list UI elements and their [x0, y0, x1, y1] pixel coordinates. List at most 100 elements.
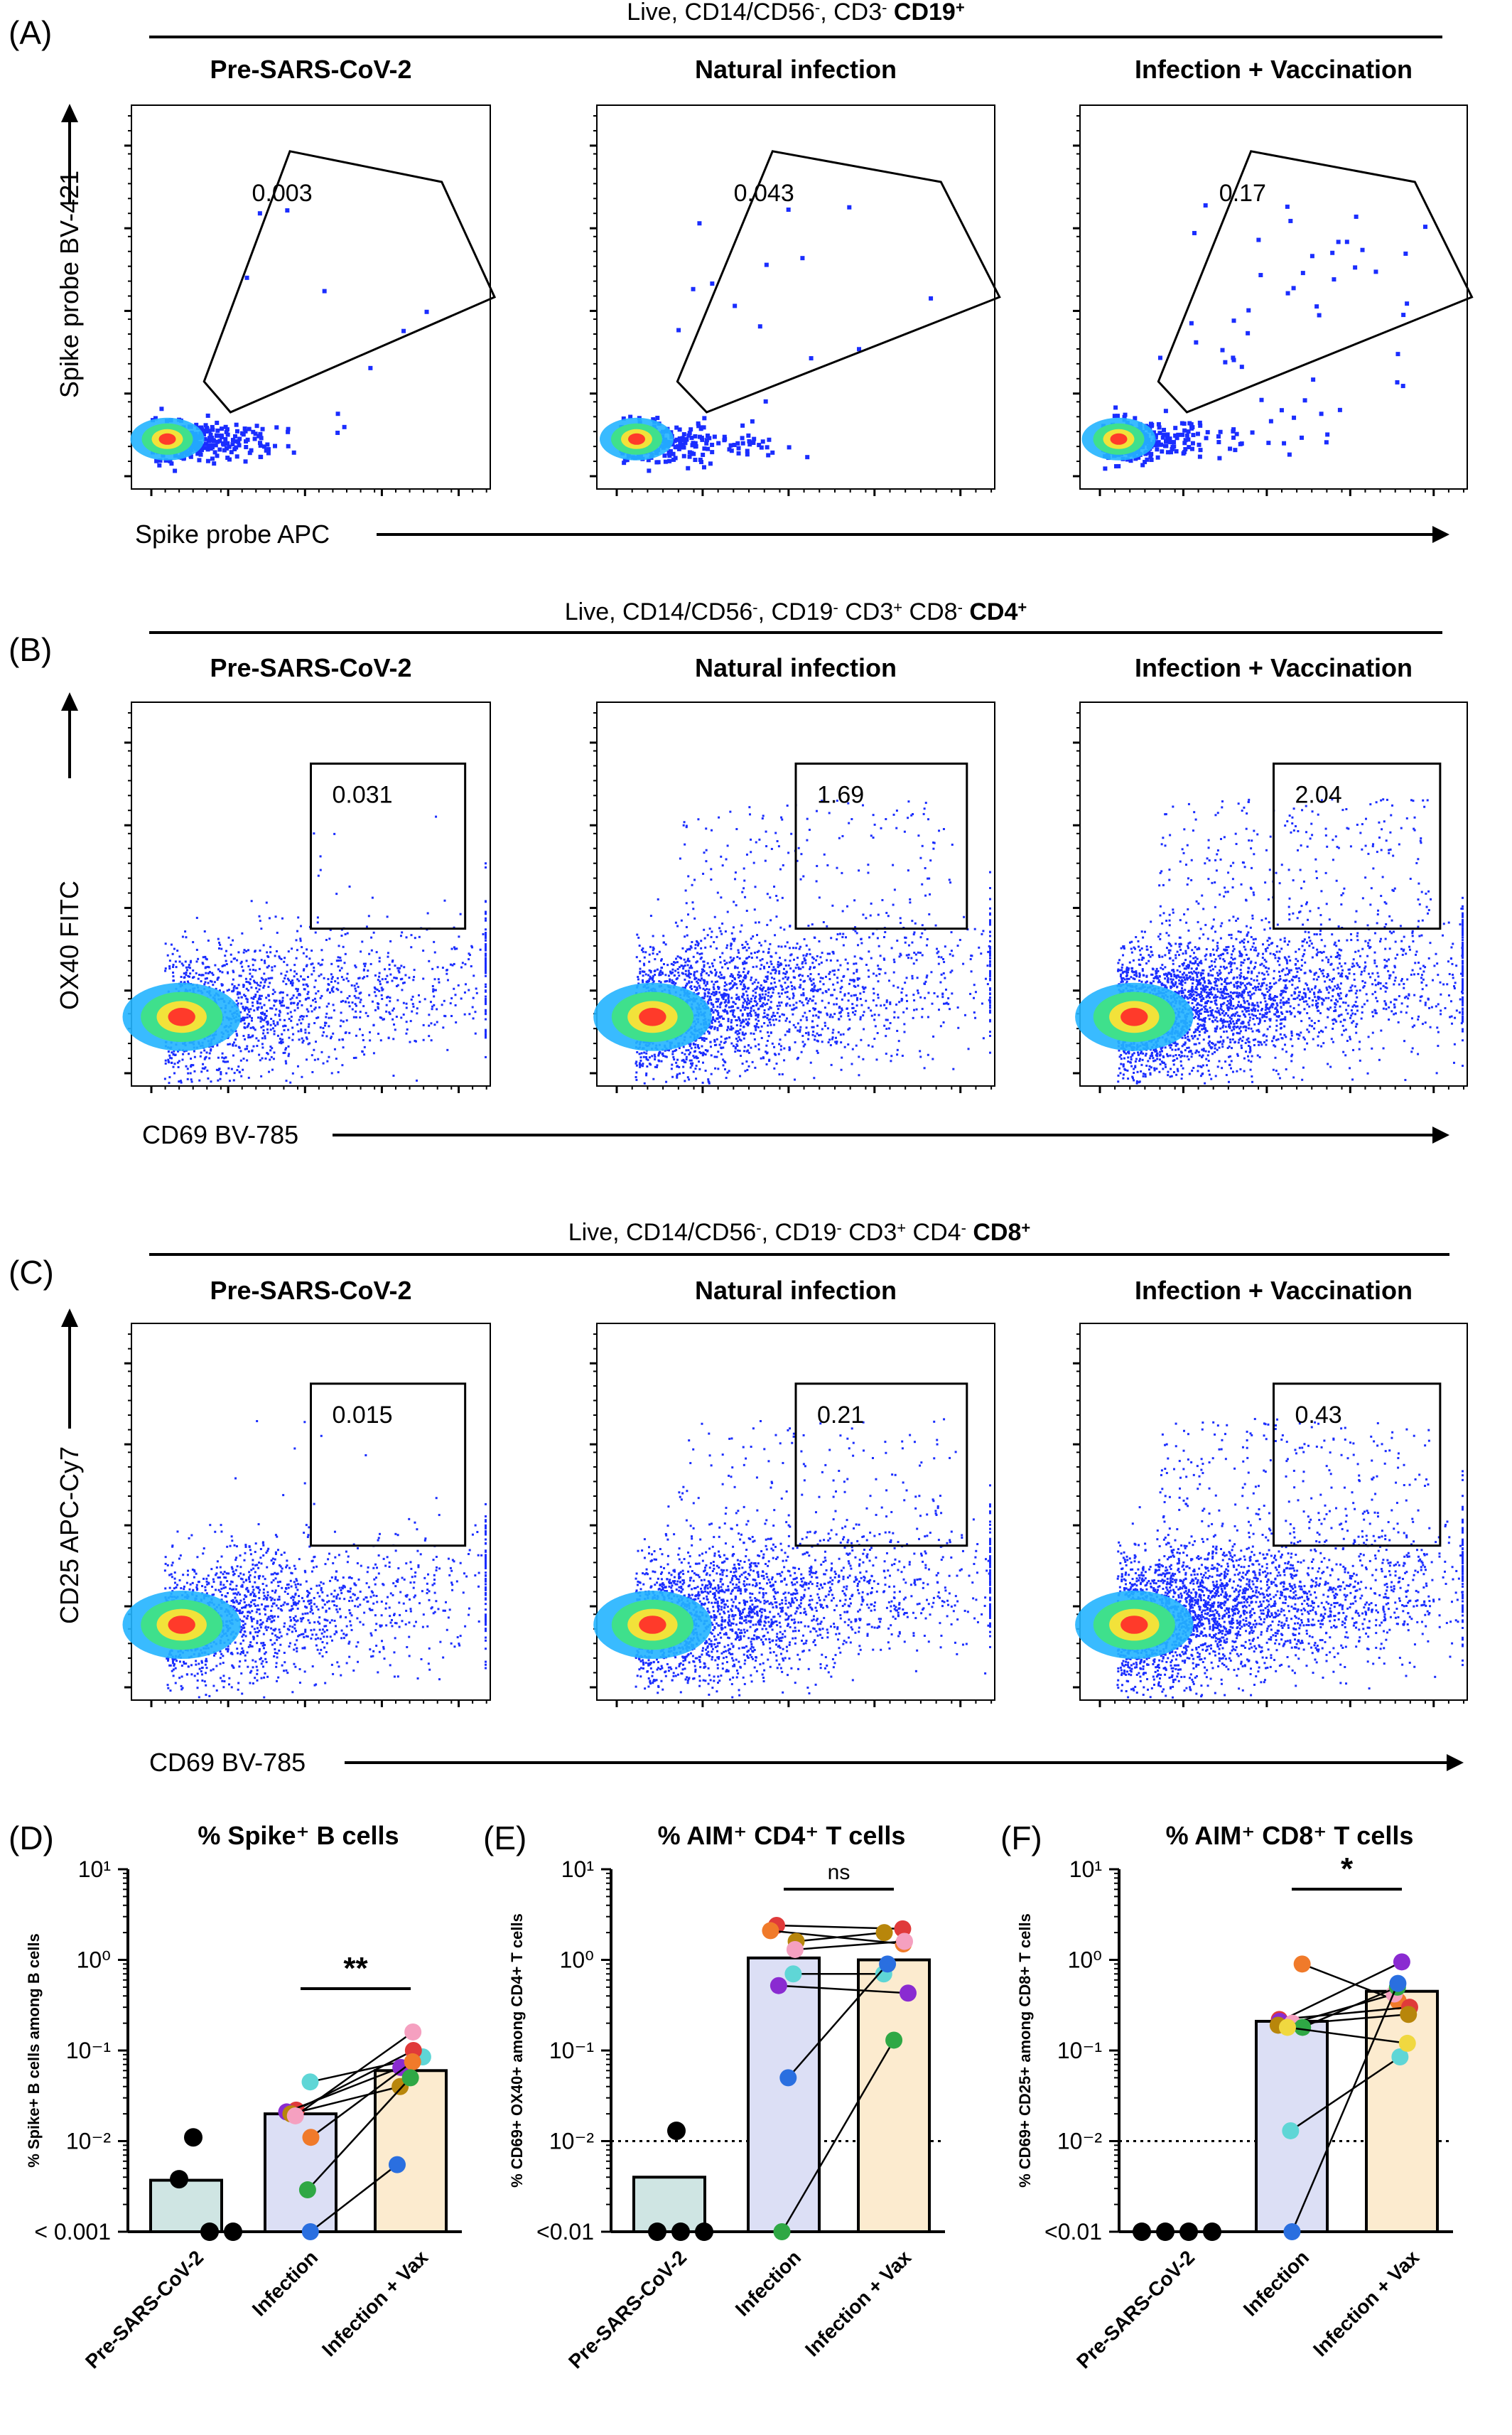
event-dot — [308, 1023, 310, 1026]
event-dot — [831, 1016, 834, 1018]
event-dot — [1195, 431, 1200, 436]
event-dot — [699, 957, 702, 960]
event-dot — [693, 971, 696, 974]
event-dot — [364, 1011, 367, 1014]
event-dot — [204, 981, 207, 984]
event-dot — [739, 930, 742, 933]
event-dot — [885, 1001, 888, 1004]
event-dot — [232, 987, 235, 989]
event-dot — [219, 1077, 222, 1080]
event-dot — [989, 871, 991, 874]
event-dot — [696, 1057, 698, 1060]
event-dot — [410, 946, 413, 949]
event-dot — [841, 935, 844, 938]
event-dot — [401, 931, 404, 934]
event-dot — [738, 996, 740, 999]
event-dot — [261, 444, 266, 449]
event-dot — [260, 928, 263, 930]
event-dot — [296, 949, 298, 952]
event-dot — [216, 433, 221, 438]
event-dot — [254, 969, 257, 972]
event-dot — [463, 991, 466, 994]
event-dot — [266, 447, 271, 452]
event-dot — [351, 1001, 354, 1004]
event-dot — [757, 1043, 760, 1046]
event-dot — [353, 984, 356, 987]
event-dot — [405, 1021, 408, 1023]
event-dot — [227, 1043, 230, 1046]
event-dot — [708, 1082, 711, 1085]
event-dot — [306, 1008, 308, 1011]
event-dot — [643, 1082, 646, 1085]
event-dot — [303, 988, 306, 991]
event-dot — [896, 1053, 899, 1056]
event-dot — [848, 1018, 851, 1021]
event-dot — [794, 977, 796, 979]
event-dot — [754, 1045, 757, 1048]
event-dot — [217, 439, 222, 444]
event-dot — [716, 1017, 719, 1020]
event-dot — [261, 1011, 264, 1014]
event-dot — [246, 1016, 249, 1019]
event-dot — [180, 981, 183, 984]
event-dot — [826, 959, 828, 962]
event-dot — [698, 1050, 701, 1053]
event-dot — [443, 999, 446, 1002]
event-dot — [725, 989, 728, 991]
event-dot — [222, 448, 227, 453]
event-dot — [755, 956, 758, 959]
event-dot — [1310, 254, 1314, 259]
event-dot — [780, 992, 783, 995]
event-dot — [921, 954, 924, 957]
event-dot — [325, 1016, 328, 1018]
event-dot — [330, 973, 333, 976]
event-dot — [837, 969, 840, 972]
event-dot — [684, 973, 687, 976]
event-dot — [645, 1058, 648, 1060]
event-dot — [443, 899, 446, 902]
event-dot — [747, 1065, 750, 1068]
event-dot — [875, 974, 878, 977]
event-dot — [809, 997, 811, 1000]
event-dot — [355, 1016, 357, 1018]
event-dot — [325, 1012, 328, 1015]
event-dot — [708, 988, 711, 991]
plot-title: Natural infection — [695, 55, 897, 84]
event-dot — [195, 916, 198, 919]
event-dot — [193, 1055, 196, 1058]
event-dot — [299, 937, 302, 940]
event-dot — [700, 974, 703, 977]
event-dot — [779, 926, 782, 929]
event-dot — [878, 945, 880, 947]
event-dot — [704, 438, 709, 443]
event-dot — [458, 935, 460, 938]
event-dot — [261, 1046, 264, 1049]
event-dot — [904, 936, 907, 939]
event-dot — [743, 967, 746, 970]
event-dot — [376, 988, 379, 991]
event-dot — [713, 1043, 716, 1046]
event-dot — [317, 990, 320, 993]
event-dot — [485, 1031, 487, 1033]
event-dot — [779, 962, 782, 965]
event-dot — [305, 983, 308, 986]
event-dot — [245, 997, 248, 1000]
event-dot — [720, 974, 723, 977]
event-dot — [772, 987, 774, 989]
event-dot — [687, 431, 692, 436]
event-dot — [385, 1004, 388, 1006]
event-dot — [645, 1072, 648, 1075]
event-dot — [734, 1047, 737, 1050]
event-dot — [291, 1038, 294, 1041]
event-dot — [786, 996, 789, 999]
event-dot — [873, 1018, 876, 1021]
event-dot — [301, 1037, 303, 1040]
event-dot — [742, 979, 745, 982]
event-dot — [940, 956, 943, 959]
event-dot — [778, 1015, 781, 1018]
event-dot — [475, 987, 477, 990]
event-dot — [433, 978, 436, 981]
event-dot — [802, 991, 805, 994]
event-dot — [725, 1010, 728, 1013]
event-dot — [263, 972, 266, 975]
